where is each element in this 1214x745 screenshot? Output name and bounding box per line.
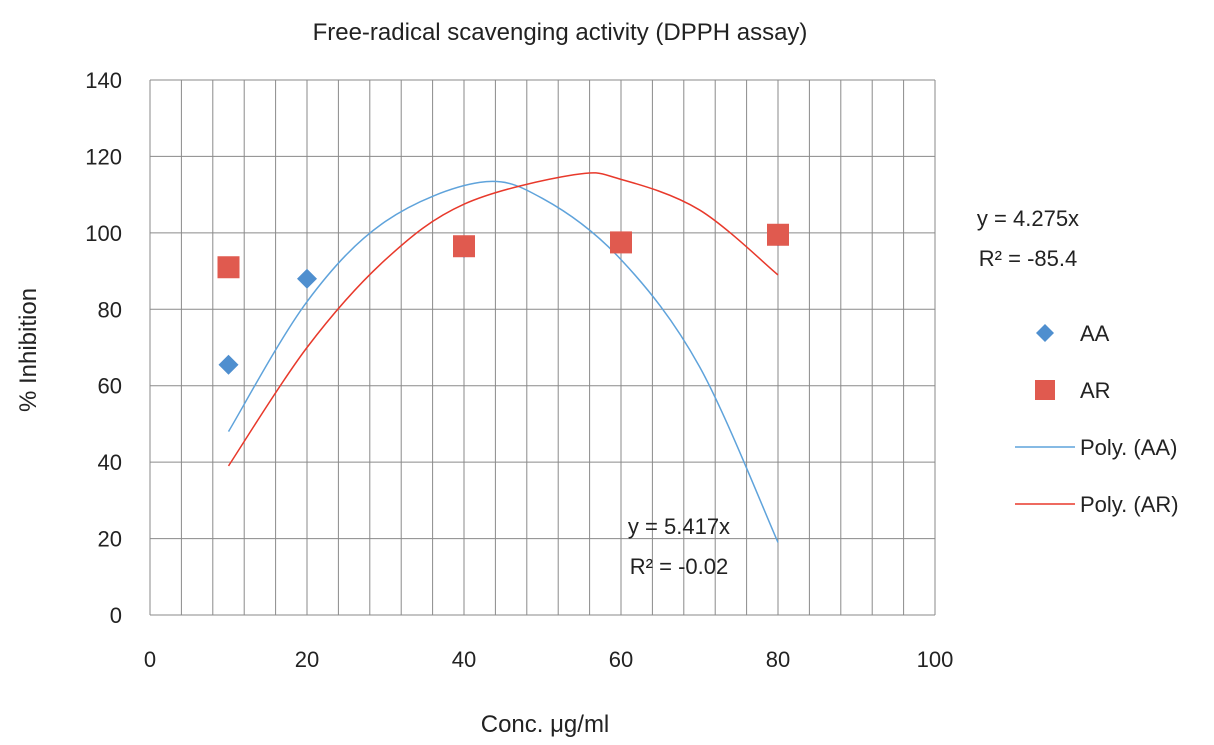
y-tick-label: 80 xyxy=(98,297,122,322)
legend-label-ar: AR xyxy=(1080,378,1111,403)
y-tick-label: 0 xyxy=(110,603,122,628)
aa-equation: y = 5.417x xyxy=(628,514,730,539)
data-point-ar xyxy=(767,223,789,246)
ar-r-squared: R² = -85.4 xyxy=(979,246,1077,271)
x-tick-label: 40 xyxy=(452,647,476,672)
data-point-ar xyxy=(217,256,240,279)
legend: AA AR Poly. (AA) Poly. (AR) xyxy=(1015,321,1179,517)
trendlines xyxy=(227,172,779,543)
y-tick-label: 140 xyxy=(85,68,122,93)
data-point-ar xyxy=(610,231,632,254)
y-tick-label: 20 xyxy=(98,527,122,552)
legend-label-trendline: Poly. (AR) xyxy=(1080,492,1179,517)
legend-label-aa: AA xyxy=(1080,321,1110,346)
data-point-ar xyxy=(453,235,475,258)
y-tick-label: 60 xyxy=(98,374,122,399)
chart-title: Free-radical scavenging activity (DPPH a… xyxy=(313,19,808,46)
y-tick-label: 120 xyxy=(85,144,122,169)
x-tick-label: 0 xyxy=(144,647,156,672)
tick-labels: 0 20 40 60 80 100 120 140 0 20 40 60 80 100 xyxy=(85,68,953,672)
trendline-annotation-aa: y = 5.417x R² = -0.02 xyxy=(628,514,730,579)
x-axis-title: Conc. μg/ml xyxy=(481,711,610,738)
data-point-aa xyxy=(218,354,239,375)
legend-marker-aa xyxy=(1036,324,1054,342)
x-tick-label: 80 xyxy=(766,647,790,672)
x-tick-label: 100 xyxy=(917,647,954,672)
aa-r-squared: R² = -0.02 xyxy=(630,554,728,579)
y-axis-title: % Inhibition xyxy=(15,288,42,412)
x-tick-label: 60 xyxy=(609,647,633,672)
trendline-annotation-ar: y = 4.275x R² = -85.4 xyxy=(977,206,1079,271)
grid xyxy=(149,79,936,616)
x-tick-label: 20 xyxy=(295,647,319,672)
trendline-aa xyxy=(227,180,779,543)
legend-label-trendline: Poly. (AA) xyxy=(1080,435,1177,460)
data-point-aa xyxy=(297,268,317,289)
legend-marker-ar xyxy=(1035,380,1055,400)
data-markers xyxy=(217,223,789,375)
ar-equation: y = 4.275x xyxy=(977,206,1079,231)
y-tick-label: 100 xyxy=(85,221,122,246)
trendline-ar xyxy=(227,172,779,467)
y-tick-label: 40 xyxy=(98,450,122,475)
